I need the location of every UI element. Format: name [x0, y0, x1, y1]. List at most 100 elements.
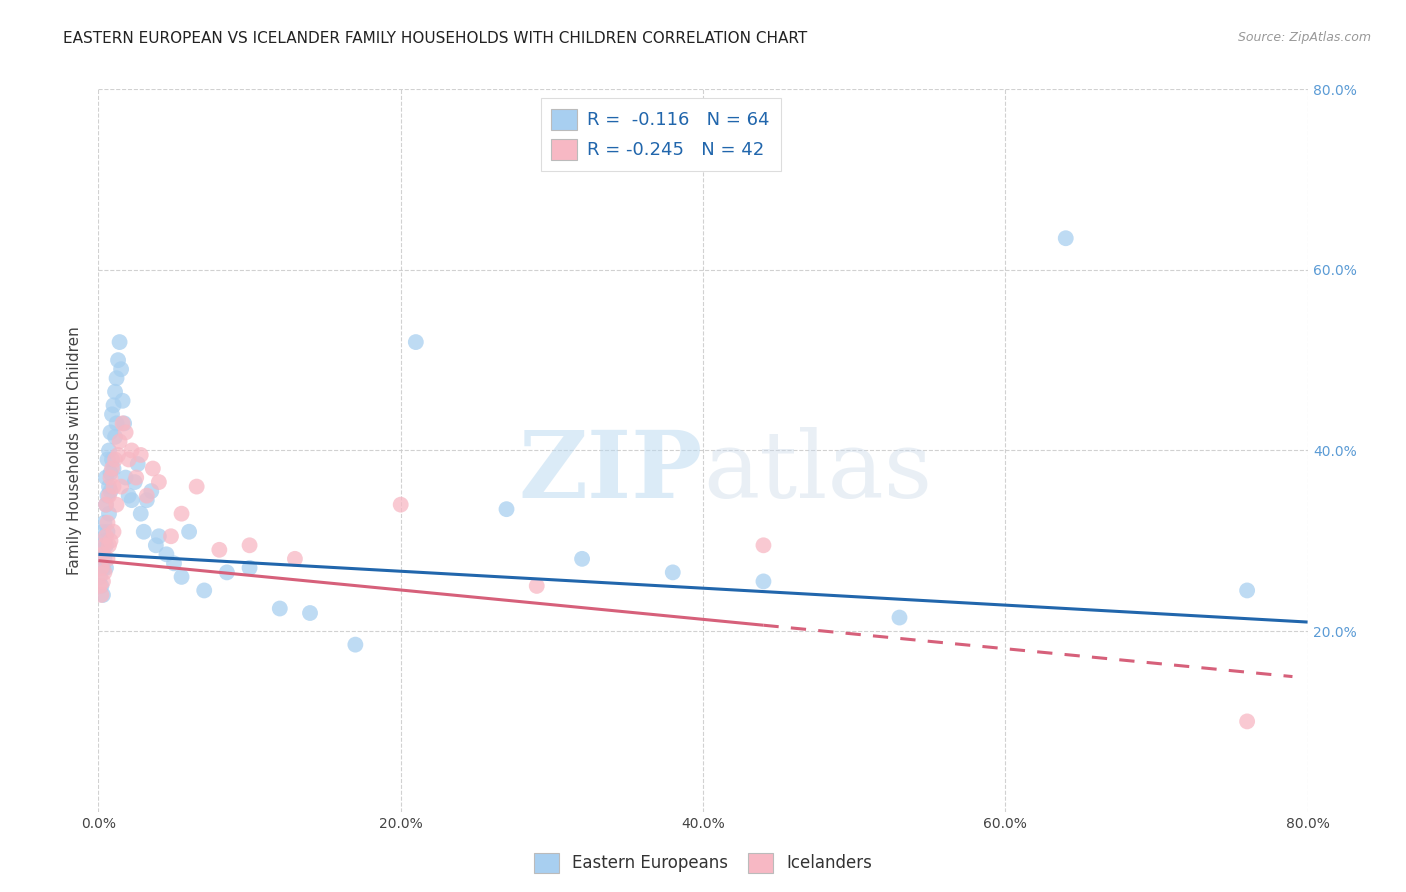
Point: [215, 566, 238, 580]
Point: [96, 489, 118, 503]
Point: [155, 547, 177, 561]
Point: [121, 493, 143, 508]
Text: Source: ZipAtlas.com: Source: ZipAtlas.com: [1237, 31, 1371, 45]
Point: [96, 524, 118, 539]
Point: [100, 470, 122, 484]
Point: [108, 334, 131, 349]
Point: [90, 588, 112, 602]
Point: [135, 493, 157, 508]
Point: [89, 579, 111, 593]
Point: [104, 430, 127, 444]
Point: [105, 371, 128, 385]
Point: [107, 448, 129, 462]
Point: [110, 480, 132, 494]
Point: [571, 551, 593, 566]
Point: [148, 475, 170, 489]
Point: [110, 362, 132, 376]
Legend: R =  -0.116   N = 64, R = -0.245   N = 42: R = -0.116 N = 64, R = -0.245 N = 42: [540, 98, 780, 170]
Point: [526, 579, 548, 593]
Point: [239, 561, 262, 575]
Point: [100, 425, 122, 440]
Point: [163, 557, 186, 571]
Point: [111, 417, 134, 431]
Point: [103, 461, 125, 475]
Point: [889, 610, 911, 624]
Point: [145, 538, 167, 552]
Point: [129, 448, 152, 462]
Point: [269, 601, 291, 615]
Point: [101, 407, 124, 422]
Point: [125, 470, 148, 484]
Point: [170, 507, 193, 521]
Point: [94, 470, 117, 484]
Point: [91, 524, 114, 539]
Point: [114, 425, 136, 440]
Point: [90, 561, 112, 575]
Point: [96, 452, 118, 467]
Point: [90, 542, 112, 557]
Point: [129, 507, 152, 521]
Point: [114, 470, 136, 484]
Point: [103, 398, 125, 412]
Point: [135, 489, 157, 503]
Point: [100, 533, 122, 548]
Point: [179, 524, 201, 539]
Point: [90, 579, 112, 593]
Point: [112, 417, 135, 431]
Point: [93, 566, 115, 580]
Point: [93, 516, 115, 530]
Point: [111, 393, 134, 408]
Point: [118, 452, 141, 467]
Point: [160, 529, 183, 543]
Point: [93, 538, 115, 552]
Point: [495, 502, 517, 516]
Point: [91, 574, 114, 589]
Point: [98, 489, 121, 503]
Point: [148, 529, 170, 543]
Point: [344, 638, 367, 652]
Point: [208, 542, 231, 557]
Point: [1236, 583, 1258, 598]
Point: [107, 353, 129, 368]
Point: [94, 498, 117, 512]
Point: [91, 547, 114, 561]
Point: [661, 566, 683, 580]
Point: [104, 384, 127, 399]
Point: [118, 489, 141, 503]
Point: [94, 538, 117, 552]
Point: [104, 452, 127, 467]
Point: [94, 529, 117, 543]
Point: [100, 466, 122, 480]
Point: [127, 457, 149, 471]
Point: [100, 484, 122, 499]
Point: [142, 461, 165, 475]
Point: [98, 443, 121, 458]
Point: [186, 480, 208, 494]
Point: [124, 475, 146, 489]
Legend: Eastern Europeans, Icelanders: Eastern Europeans, Icelanders: [527, 847, 879, 880]
Point: [1236, 714, 1258, 729]
Point: [121, 443, 143, 458]
Point: [94, 561, 117, 575]
Point: [105, 417, 128, 431]
Point: [405, 334, 427, 349]
Point: [91, 588, 114, 602]
Point: [98, 538, 121, 552]
Point: [93, 533, 115, 548]
Point: [284, 551, 307, 566]
Point: [389, 498, 412, 512]
Point: [108, 434, 131, 449]
Point: [1054, 231, 1077, 245]
Point: [101, 461, 124, 475]
Point: [170, 570, 193, 584]
Point: [193, 583, 215, 598]
Point: [105, 498, 128, 512]
Y-axis label: Family Households with Children: Family Households with Children: [66, 326, 82, 574]
Point: [96, 516, 118, 530]
Text: atlas: atlas: [703, 427, 932, 517]
Text: ZIP: ZIP: [519, 427, 703, 517]
Point: [98, 507, 121, 521]
Point: [101, 452, 124, 467]
Point: [91, 561, 114, 575]
Point: [141, 484, 163, 499]
